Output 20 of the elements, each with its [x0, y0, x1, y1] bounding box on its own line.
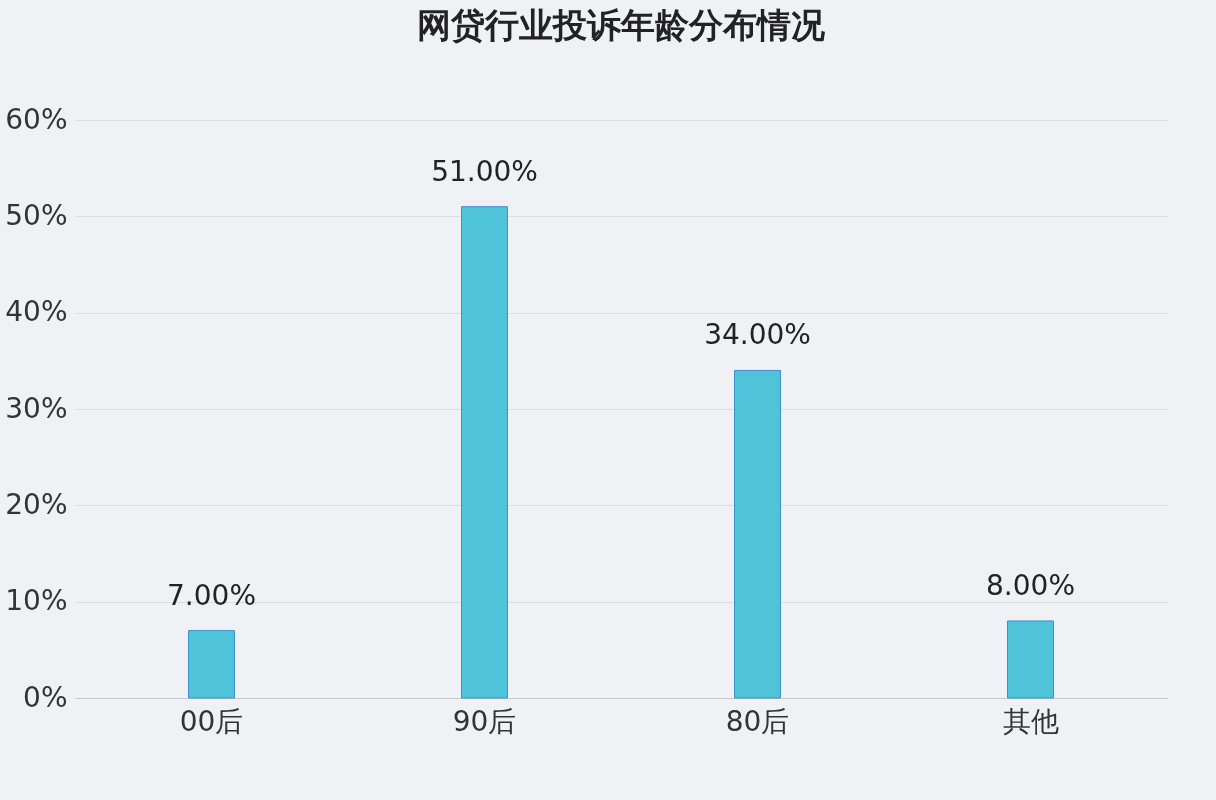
x-tick-label: 其他 — [1002, 704, 1059, 738]
y-tick-label: 60% — [5, 102, 68, 136]
data-label: 51.00% — [431, 154, 538, 188]
chart-title: 网贷行业投诉年龄分布情况 — [417, 5, 826, 45]
data-label: 8.00% — [986, 568, 1075, 602]
y-tick-label: 40% — [5, 295, 68, 329]
x-tick-label: 00后 — [179, 704, 244, 738]
x-tick-label: 90后 — [452, 704, 517, 738]
y-tick-label: 20% — [5, 487, 68, 521]
y-tick-label: 0% — [23, 680, 68, 714]
bar — [734, 369, 781, 699]
data-label: 7.00% — [167, 578, 256, 612]
y-tick-label: 50% — [5, 198, 68, 232]
bar — [188, 630, 235, 699]
y-tick-label: 30% — [5, 391, 68, 425]
x-tick-label: 80后 — [725, 704, 790, 738]
data-label: 34.00% — [704, 318, 811, 352]
bar — [1007, 620, 1054, 699]
bar — [461, 206, 508, 699]
y-tick-label: 10% — [5, 584, 68, 618]
